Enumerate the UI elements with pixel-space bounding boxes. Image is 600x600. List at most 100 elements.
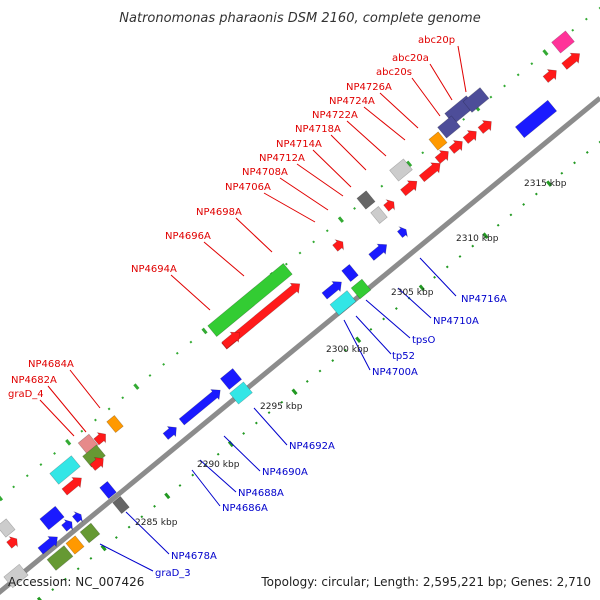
guide-dot (394, 307, 398, 310)
guide-dot (164, 492, 171, 500)
gene-block[interactable] (99, 480, 117, 500)
gene-label[interactable]: tp52 (392, 351, 415, 362)
gene-block[interactable] (220, 328, 244, 351)
gene-block[interactable] (428, 131, 448, 151)
gene-block[interactable] (79, 522, 101, 544)
gene-label[interactable]: abc20p (418, 35, 455, 46)
label-leader-line (363, 106, 406, 141)
scale-tick-2285: 2285 kbp (135, 518, 178, 528)
guide-dot (36, 596, 44, 600)
guide-dot (546, 180, 553, 187)
gene-block[interactable] (461, 127, 480, 146)
gene-block[interactable] (367, 240, 391, 263)
gene-label[interactable]: NP4718A (295, 124, 341, 135)
gene-block[interactable] (389, 158, 413, 182)
gene-label[interactable]: NP4688A (238, 488, 284, 499)
gene-label[interactable]: NP4698A (196, 207, 242, 218)
gene-block[interactable] (161, 423, 180, 442)
gene-block[interactable] (60, 473, 85, 497)
guide-dot (227, 440, 234, 448)
gene-label[interactable]: NP4694A (131, 264, 177, 275)
gene-label[interactable]: NP4706A (225, 182, 271, 193)
gene-block[interactable] (49, 455, 81, 485)
gene-label[interactable]: graD_3 (155, 568, 191, 579)
guide-dot (489, 95, 493, 99)
gene-block[interactable] (396, 224, 410, 239)
gene-block[interactable] (437, 115, 461, 139)
gene-label[interactable]: NP4690A (262, 467, 308, 478)
gene-label[interactable]: NP4708A (242, 167, 288, 178)
gene-block[interactable] (341, 263, 359, 283)
gene-block[interactable] (551, 30, 575, 54)
guide-dot (344, 348, 347, 352)
gene-block[interactable] (0, 518, 16, 538)
gene-label[interactable]: NP4692A (289, 441, 335, 452)
gene-block[interactable] (320, 277, 345, 301)
label-leader-line (279, 177, 329, 211)
guide-dot (267, 411, 271, 415)
gene-label[interactable]: NP4722A (312, 110, 358, 121)
gene-block[interactable] (46, 545, 74, 571)
guide-dot (140, 515, 144, 519)
gene-label[interactable]: NP4700A (372, 367, 418, 378)
label-leader-line (365, 299, 411, 339)
gene-block[interactable] (418, 158, 445, 183)
gene-label[interactable]: tpsO (412, 335, 435, 346)
label-leader-line (170, 274, 211, 311)
gene-block[interactable] (3, 563, 29, 589)
guide-dot (291, 388, 298, 396)
gene-block[interactable] (229, 381, 253, 405)
gene-block[interactable] (112, 495, 130, 515)
label-leader-line (457, 45, 467, 93)
gene-block[interactable] (60, 517, 76, 533)
gene-block[interactable] (560, 49, 584, 72)
guide-dot (380, 184, 384, 188)
gene-block[interactable] (65, 535, 85, 555)
gene-label[interactable]: NP4724A (329, 96, 375, 107)
gene-block[interactable] (541, 66, 560, 85)
gene-block[interactable] (447, 137, 466, 156)
gene-block[interactable] (178, 385, 225, 427)
gene-block[interactable] (356, 190, 376, 210)
gene-block[interactable] (433, 147, 452, 166)
guide-dot (25, 474, 29, 478)
guide-dot (76, 567, 80, 571)
guide-dot (121, 396, 125, 400)
label-leader-line (312, 149, 352, 188)
gene-block[interactable] (219, 368, 243, 390)
gene-label[interactable]: NP4696A (165, 231, 211, 242)
gene-label[interactable]: NP4684A (28, 359, 74, 370)
guide-dot (331, 359, 335, 362)
gene-block[interactable] (71, 509, 85, 524)
gene-label[interactable]: abc20a (392, 53, 429, 64)
gene-label[interactable]: NP4710A (433, 316, 479, 327)
gene-block[interactable] (476, 117, 495, 136)
gene-block[interactable] (106, 414, 124, 434)
gene-label[interactable]: NP4678A (171, 551, 217, 562)
gene-label[interactable]: NP4712A (259, 153, 305, 164)
label-leader-line (125, 511, 170, 555)
gene-label[interactable]: NP4686A (222, 503, 268, 514)
gene-block[interactable] (514, 99, 558, 139)
gene-block[interactable] (331, 237, 347, 253)
gene-label[interactable]: NP4714A (276, 139, 322, 150)
gene-block[interactable] (462, 87, 490, 113)
gene-block[interactable] (399, 176, 421, 197)
gene-block[interactable] (5, 534, 21, 550)
gene-block[interactable] (329, 290, 357, 316)
gene-label[interactable]: NP4682A (11, 375, 57, 386)
gene-label[interactable]: graD_4 (8, 389, 44, 400)
gene-block[interactable] (370, 205, 388, 225)
gene-block[interactable] (207, 263, 293, 337)
gene-block[interactable] (382, 197, 398, 213)
gene-label[interactable]: abc20s (376, 67, 412, 78)
gene-block[interactable] (39, 505, 65, 531)
gene-block[interactable] (92, 429, 110, 447)
gene-block[interactable] (36, 532, 61, 556)
gene-block[interactable] (88, 454, 107, 473)
gene-block[interactable] (350, 278, 372, 300)
gene-label[interactable]: NP4726A (346, 82, 392, 93)
gene-label[interactable]: NP4716A (461, 294, 507, 305)
gene-blocks (0, 30, 584, 589)
